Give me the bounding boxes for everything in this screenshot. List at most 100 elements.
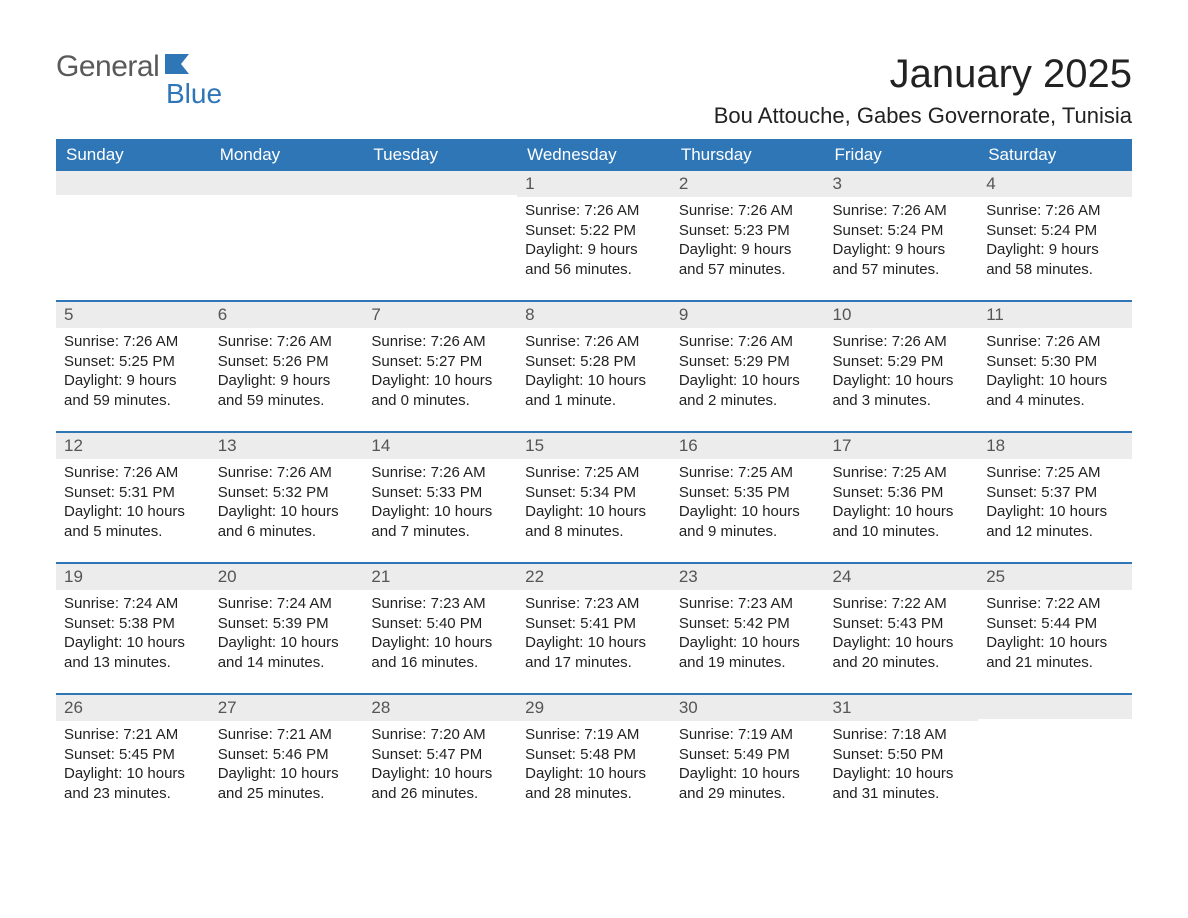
- daylight-line: Daylight: 10 hours and 31 minutes.: [833, 764, 971, 803]
- daylight-line: Daylight: 10 hours and 1 minute.: [525, 371, 663, 410]
- sunset-line: Sunset: 5:39 PM: [218, 614, 356, 634]
- sunrise-line: Sunrise: 7:26 AM: [833, 201, 971, 221]
- header-row: General Blue January 2025 Bou Attouche, …: [56, 52, 1132, 139]
- day-details: Sunrise: 7:23 AMSunset: 5:42 PMDaylight:…: [671, 590, 825, 680]
- month-title: January 2025: [714, 52, 1132, 97]
- daylight-line: Daylight: 10 hours and 10 minutes.: [833, 502, 971, 541]
- daylight-line: Daylight: 10 hours and 0 minutes.: [371, 371, 509, 410]
- sunset-line: Sunset: 5:45 PM: [64, 745, 202, 765]
- sunrise-line: Sunrise: 7:26 AM: [679, 332, 817, 352]
- day-number: 26: [56, 695, 210, 721]
- day-cell: 17Sunrise: 7:25 AMSunset: 5:36 PMDayligh…: [825, 433, 979, 563]
- sunrise-line: Sunrise: 7:21 AM: [64, 725, 202, 745]
- day-number: 14: [363, 433, 517, 459]
- day-details: Sunrise: 7:21 AMSunset: 5:46 PMDaylight:…: [210, 721, 364, 811]
- sunrise-line: Sunrise: 7:26 AM: [679, 201, 817, 221]
- day-cell: 15Sunrise: 7:25 AMSunset: 5:34 PMDayligh…: [517, 433, 671, 563]
- day-details: Sunrise: 7:22 AMSunset: 5:44 PMDaylight:…: [978, 590, 1132, 680]
- sunrise-line: Sunrise: 7:22 AM: [833, 594, 971, 614]
- logo-word-1: General: [56, 52, 159, 82]
- day-number: 24: [825, 564, 979, 590]
- daylight-line: Daylight: 10 hours and 4 minutes.: [986, 371, 1124, 410]
- day-details: Sunrise: 7:24 AMSunset: 5:38 PMDaylight:…: [56, 590, 210, 680]
- sunset-line: Sunset: 5:49 PM: [679, 745, 817, 765]
- sunset-line: Sunset: 5:26 PM: [218, 352, 356, 372]
- daylight-line: Daylight: 10 hours and 13 minutes.: [64, 633, 202, 672]
- day-number: 27: [210, 695, 364, 721]
- day-cell: 3Sunrise: 7:26 AMSunset: 5:24 PMDaylight…: [825, 171, 979, 301]
- daylight-line: Daylight: 9 hours and 59 minutes.: [64, 371, 202, 410]
- day-number: 10: [825, 302, 979, 328]
- sunset-line: Sunset: 5:35 PM: [679, 483, 817, 503]
- day-cell: [363, 171, 517, 301]
- day-cell: 30Sunrise: 7:19 AMSunset: 5:49 PMDayligh…: [671, 695, 825, 825]
- day-details: Sunrise: 7:26 AMSunset: 5:22 PMDaylight:…: [517, 197, 671, 287]
- sunset-line: Sunset: 5:43 PM: [833, 614, 971, 634]
- sunset-line: Sunset: 5:46 PM: [218, 745, 356, 765]
- sunset-line: Sunset: 5:47 PM: [371, 745, 509, 765]
- sunset-line: Sunset: 5:42 PM: [679, 614, 817, 634]
- week-row: 26Sunrise: 7:21 AMSunset: 5:45 PMDayligh…: [56, 695, 1132, 825]
- day-details: Sunrise: 7:25 AMSunset: 5:35 PMDaylight:…: [671, 459, 825, 549]
- daylight-line: Daylight: 9 hours and 58 minutes.: [986, 240, 1124, 279]
- sunrise-line: Sunrise: 7:23 AM: [679, 594, 817, 614]
- day-number: 16: [671, 433, 825, 459]
- daylight-line: Daylight: 9 hours and 57 minutes.: [833, 240, 971, 279]
- day-details: Sunrise: 7:26 AMSunset: 5:32 PMDaylight:…: [210, 459, 364, 549]
- sunset-line: Sunset: 5:28 PM: [525, 352, 663, 372]
- day-cell: 22Sunrise: 7:23 AMSunset: 5:41 PMDayligh…: [517, 564, 671, 694]
- sunset-line: Sunset: 5:23 PM: [679, 221, 817, 241]
- sunrise-line: Sunrise: 7:19 AM: [679, 725, 817, 745]
- sunrise-line: Sunrise: 7:24 AM: [64, 594, 202, 614]
- daylight-line: Daylight: 10 hours and 29 minutes.: [679, 764, 817, 803]
- day-details: Sunrise: 7:18 AMSunset: 5:50 PMDaylight:…: [825, 721, 979, 811]
- day-cell: 21Sunrise: 7:23 AMSunset: 5:40 PMDayligh…: [363, 564, 517, 694]
- day-details: Sunrise: 7:24 AMSunset: 5:39 PMDaylight:…: [210, 590, 364, 680]
- day-cell: 18Sunrise: 7:25 AMSunset: 5:37 PMDayligh…: [978, 433, 1132, 563]
- daylight-line: Daylight: 9 hours and 57 minutes.: [679, 240, 817, 279]
- day-number: 4: [978, 171, 1132, 197]
- sunrise-line: Sunrise: 7:21 AM: [218, 725, 356, 745]
- day-number: 11: [978, 302, 1132, 328]
- day-details: Sunrise: 7:23 AMSunset: 5:40 PMDaylight:…: [363, 590, 517, 680]
- week-row: 5Sunrise: 7:26 AMSunset: 5:25 PMDaylight…: [56, 302, 1132, 432]
- day-cell: 7Sunrise: 7:26 AMSunset: 5:27 PMDaylight…: [363, 302, 517, 432]
- logo-word-2: Blue: [166, 78, 222, 110]
- day-number: [363, 171, 517, 195]
- title-block: January 2025 Bou Attouche, Gabes Governo…: [714, 52, 1132, 139]
- page: General Blue January 2025 Bou Attouche, …: [0, 0, 1188, 865]
- sunset-line: Sunset: 5:29 PM: [679, 352, 817, 372]
- week-row: 19Sunrise: 7:24 AMSunset: 5:38 PMDayligh…: [56, 564, 1132, 694]
- day-cell: 29Sunrise: 7:19 AMSunset: 5:48 PMDayligh…: [517, 695, 671, 825]
- sunrise-line: Sunrise: 7:26 AM: [986, 201, 1124, 221]
- daylight-line: Daylight: 10 hours and 8 minutes.: [525, 502, 663, 541]
- sunrise-line: Sunrise: 7:26 AM: [525, 332, 663, 352]
- sunrise-line: Sunrise: 7:18 AM: [833, 725, 971, 745]
- calendar-table: Sunday Monday Tuesday Wednesday Thursday…: [56, 139, 1132, 825]
- daylight-line: Daylight: 9 hours and 56 minutes.: [525, 240, 663, 279]
- daylight-line: Daylight: 10 hours and 7 minutes.: [371, 502, 509, 541]
- sunrise-line: Sunrise: 7:19 AM: [525, 725, 663, 745]
- day-number: 8: [517, 302, 671, 328]
- day-details: Sunrise: 7:26 AMSunset: 5:29 PMDaylight:…: [671, 328, 825, 418]
- day-cell: 14Sunrise: 7:26 AMSunset: 5:33 PMDayligh…: [363, 433, 517, 563]
- day-number: 28: [363, 695, 517, 721]
- day-cell: 20Sunrise: 7:24 AMSunset: 5:39 PMDayligh…: [210, 564, 364, 694]
- daylight-line: Daylight: 10 hours and 25 minutes.: [218, 764, 356, 803]
- day-number: 17: [825, 433, 979, 459]
- day-cell: 13Sunrise: 7:26 AMSunset: 5:32 PMDayligh…: [210, 433, 364, 563]
- day-details: Sunrise: 7:19 AMSunset: 5:49 PMDaylight:…: [671, 721, 825, 811]
- sunrise-line: Sunrise: 7:26 AM: [525, 201, 663, 221]
- sunrise-line: Sunrise: 7:26 AM: [371, 463, 509, 483]
- day-number: 6: [210, 302, 364, 328]
- col-tuesday: Tuesday: [363, 139, 517, 171]
- day-details: Sunrise: 7:25 AMSunset: 5:37 PMDaylight:…: [978, 459, 1132, 549]
- daylight-line: Daylight: 10 hours and 9 minutes.: [679, 502, 817, 541]
- daylight-line: Daylight: 9 hours and 59 minutes.: [218, 371, 356, 410]
- sunrise-line: Sunrise: 7:26 AM: [986, 332, 1124, 352]
- day-number: 12: [56, 433, 210, 459]
- day-number: 1: [517, 171, 671, 197]
- sunrise-line: Sunrise: 7:26 AM: [833, 332, 971, 352]
- sunset-line: Sunset: 5:30 PM: [986, 352, 1124, 372]
- day-number: 22: [517, 564, 671, 590]
